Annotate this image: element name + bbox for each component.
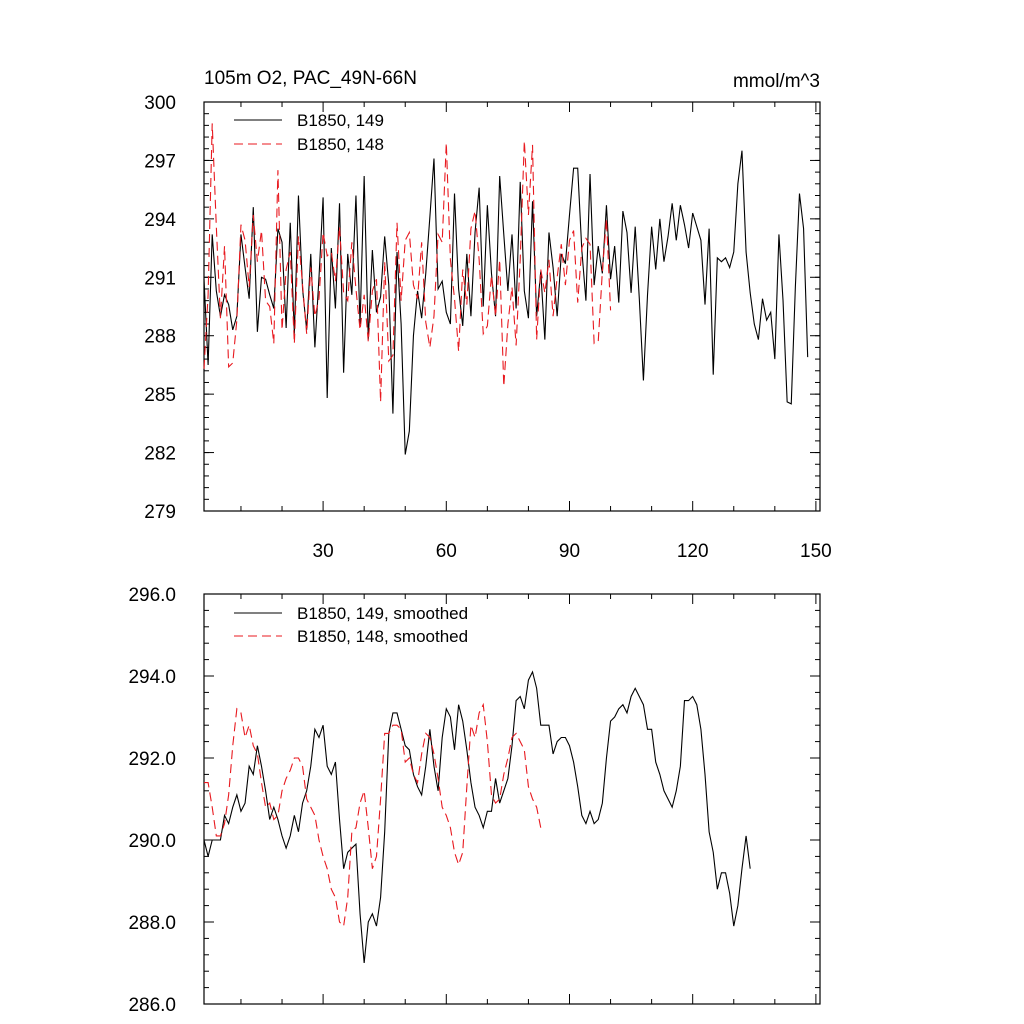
x-tick-label: 90 [559,541,580,562]
y-tick-label: 297 [144,151,176,172]
x-tick-label: 30 [313,541,334,562]
top-ticks: 279 282 285 288 291 294 297 300 30 60 90 120 150 [144,93,831,562]
series-line-red-dashed [204,702,542,928]
plot-frame-top [203,101,821,512]
units-label: mmol/m^3 [733,71,820,92]
legend-label: B1850, 148, smoothed [297,627,468,646]
legend-label: B1850, 148 [297,135,384,154]
top-panel: 105m O2, PAC_49N-66N mmol/m^3 2792822852… [144,68,831,562]
y-tick-label: 300 [144,93,176,114]
bottom-panel: 286.0 288.0 290.0 292.0 294.0 296.0 B1850, 14… [128,585,821,1016]
y-tick-label: 292.0 [128,749,176,770]
x-tick-label: 60 [436,541,457,562]
series-line-red-dashed [203,123,612,402]
y-tick-label: 288 [144,327,176,348]
top-series [203,123,809,455]
bottom-series [203,670,751,964]
y-tick-label: 285 [144,385,176,406]
bottom-legend: B1850, 149, smoothed B1850, 148, smoothed [234,604,468,646]
bottom-ticks: 286.0 288.0 290.0 292.0 294.0 296.0 [128,585,820,1016]
y-tick-label: 282 [144,444,176,465]
legend-label: B1850, 149, smoothed [297,604,468,623]
x-tick-label: 150 [800,541,832,562]
chart-title: 105m O2, PAC_49N-66N [204,68,417,89]
y-tick-label: 286.0 [128,995,176,1016]
y-tick-label: 291 [144,268,176,289]
plot-frame-bottom [203,593,821,1005]
series-line-black-solid [203,150,809,455]
top-legend: B1850, 149 B1850, 148 [234,111,384,154]
series-line-black-solid [203,670,751,964]
y-tick-label: 294 [144,210,176,231]
legend-label: B1850, 149 [297,111,384,130]
x-tick-label: 120 [677,541,709,562]
y-tick-label: 279 [144,502,176,523]
y-tick-label: 296.0 [128,585,176,606]
y-tick-label: 290.0 [128,831,176,852]
y-tick-label: 288.0 [128,913,176,934]
y-tick-label: 294.0 [128,667,176,688]
